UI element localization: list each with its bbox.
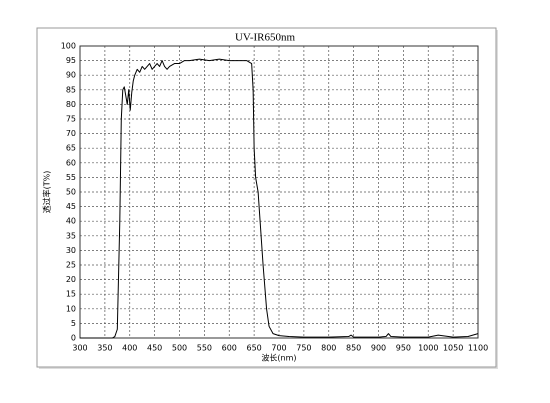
x-tick-label: 550 bbox=[197, 344, 212, 353]
y-tick-label: 30 bbox=[66, 246, 76, 255]
x-tick-label: 1000 bbox=[418, 344, 438, 353]
x-axis-label: 波长(nm) bbox=[261, 353, 296, 363]
y-tick-label: 85 bbox=[66, 85, 76, 94]
y-tick-label: 50 bbox=[66, 188, 76, 197]
y-tick-label: 5 bbox=[71, 319, 76, 328]
x-tick-label: 300 bbox=[72, 344, 87, 353]
y-tick-label: 65 bbox=[66, 144, 76, 153]
x-tick-label: 1100 bbox=[468, 344, 488, 353]
x-tick-label: 650 bbox=[246, 344, 261, 353]
x-tick-label: 450 bbox=[147, 344, 162, 353]
chart-title: UV-IR650nm bbox=[235, 32, 296, 44]
y-tick-label: 75 bbox=[66, 115, 76, 124]
x-tick-label: 750 bbox=[296, 344, 311, 353]
y-tick-label: 55 bbox=[66, 173, 76, 182]
x-tick-label: 500 bbox=[172, 344, 187, 353]
y-tick-label: 90 bbox=[66, 71, 76, 80]
y-tick-label: 70 bbox=[66, 129, 76, 138]
x-tick-label: 950 bbox=[396, 344, 411, 353]
x-tick-label: 900 bbox=[371, 344, 386, 353]
y-tick-label: 15 bbox=[66, 290, 76, 299]
plot-border bbox=[79, 45, 479, 339]
spectrum-line bbox=[80, 58, 479, 339]
x-tick-label: 600 bbox=[222, 344, 237, 353]
y-tick-label: 35 bbox=[66, 231, 76, 240]
y-tick-label: 25 bbox=[66, 261, 76, 270]
x-tick-label: 350 bbox=[97, 344, 112, 353]
x-tick-label: 400 bbox=[122, 344, 137, 353]
y-tick-label: 95 bbox=[66, 56, 76, 65]
y-tick-label: 60 bbox=[66, 158, 76, 167]
y-tick-label: 20 bbox=[66, 275, 76, 284]
y-tick-label: 45 bbox=[66, 202, 76, 211]
y-axis-label: 透过率(T%) bbox=[42, 171, 52, 214]
x-tick-label: 850 bbox=[346, 344, 361, 353]
y-tick-label: 40 bbox=[66, 217, 76, 226]
y-tick-label: 80 bbox=[66, 100, 76, 109]
y-tick-label: 10 bbox=[66, 304, 76, 313]
x-tick-label: 1050 bbox=[443, 344, 463, 353]
frame bbox=[36, 27, 497, 368]
x-tick-label: 800 bbox=[321, 344, 336, 353]
x-tick-label: 700 bbox=[271, 344, 286, 353]
y-tick-label: 100 bbox=[61, 42, 76, 51]
y-tick-label: 0 bbox=[71, 334, 76, 343]
